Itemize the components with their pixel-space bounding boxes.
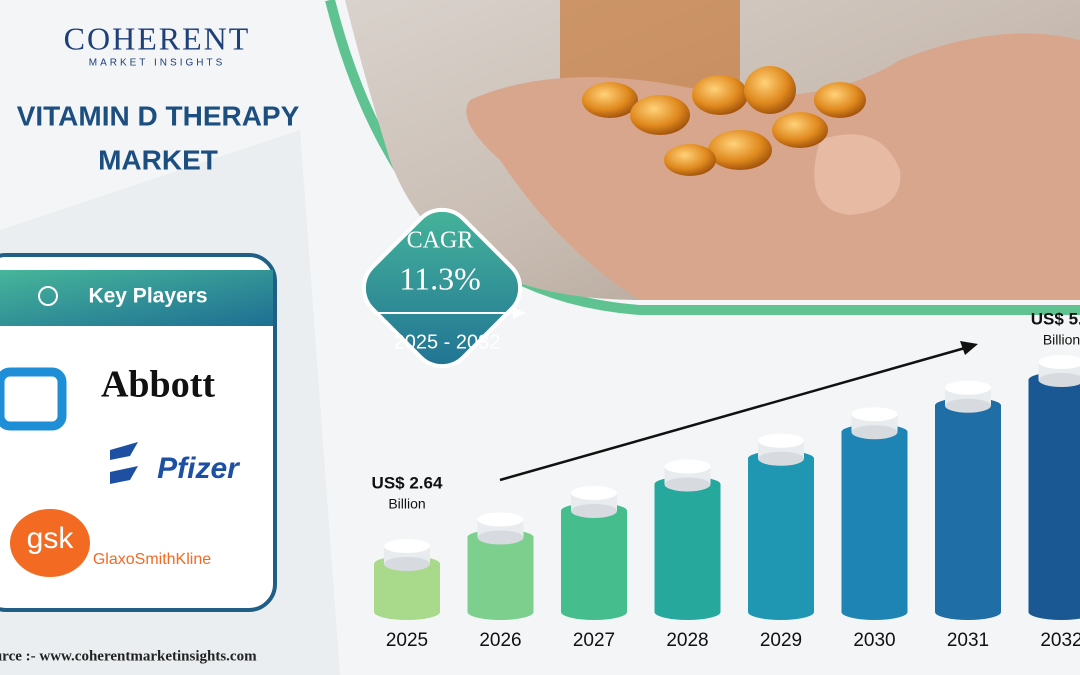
- bar-cap-base: [1038, 373, 1080, 387]
- bar: [561, 502, 627, 620]
- value-unit: Billion: [388, 496, 425, 512]
- x-tick-label: 2026: [479, 630, 521, 651]
- x-tick-label: 2028: [666, 630, 708, 651]
- title: MARKET: [98, 144, 218, 175]
- source: Source :- www.coherentmarketinsights.com: [0, 648, 257, 664]
- x-tick-label: 2025: [386, 630, 428, 651]
- player-name: GlaxoSmithKline: [93, 551, 211, 568]
- bar-cap-top: [477, 512, 524, 527]
- logo-name: COHERENT: [64, 20, 251, 56]
- bar-cap-top: [758, 433, 804, 448]
- bar-cap-base: [851, 425, 898, 440]
- bar-cap-base: [477, 530, 524, 545]
- bar-cap-base: [571, 503, 617, 518]
- title: VITAMIN D THERAPY: [17, 100, 300, 131]
- bar-cap-base: [945, 398, 991, 413]
- bar-cap-base: [384, 557, 430, 571]
- player-logo: Abbott: [101, 364, 215, 406]
- bar-cap-top: [384, 539, 430, 553]
- player-logo: Pfizer: [157, 452, 241, 485]
- x-tick-label: 2032: [1040, 630, 1080, 651]
- bar-cap-base: [758, 451, 804, 466]
- bar: [841, 424, 908, 620]
- x-tick-label: 2027: [573, 630, 615, 651]
- x-tick-label: 2031: [947, 630, 989, 651]
- bar: [374, 556, 440, 620]
- bar-cap-top: [851, 407, 898, 422]
- bar-chart: 2025 US$ 2.64 Billion 2026 2027 2028 2029 2030 2…: [372, 309, 1080, 651]
- value-label: US$ 2.64: [372, 473, 443, 492]
- value-unit: Billion: [1043, 332, 1080, 348]
- bar-cap-top: [571, 485, 617, 500]
- growth-arrow: [499, 341, 978, 482]
- bar-cap-top: [1038, 355, 1080, 369]
- bar: [467, 529, 534, 620]
- bar: [935, 397, 1001, 620]
- cagr-label: CAGR: [407, 228, 474, 254]
- key-players-panel: Key Players Abbott Pfizer gsk GlaxoSmith…: [0, 253, 277, 612]
- player-logo: gsk: [27, 522, 75, 555]
- panel-heading: Key Players: [88, 285, 207, 308]
- logo-tagline: MARKET INSIGHTS: [89, 58, 226, 69]
- x-tick-label: 2030: [853, 630, 895, 651]
- value-label: US$ 5.0: [1031, 309, 1080, 328]
- cagr-period: 2025 - 2032: [394, 331, 501, 353]
- bar-cap-top: [664, 459, 711, 474]
- photo: [345, 0, 1080, 300]
- bar: [654, 476, 721, 620]
- cagr-badge: CAGR 11.3% 2025 - 2032: [361, 207, 525, 369]
- bar-cap-base: [664, 477, 711, 492]
- bar-cap-top: [945, 380, 991, 395]
- cagr-value: 11.3%: [399, 260, 480, 296]
- x-tick-label: 2029: [760, 630, 802, 651]
- bar: [1028, 372, 1080, 620]
- bar: [748, 450, 814, 620]
